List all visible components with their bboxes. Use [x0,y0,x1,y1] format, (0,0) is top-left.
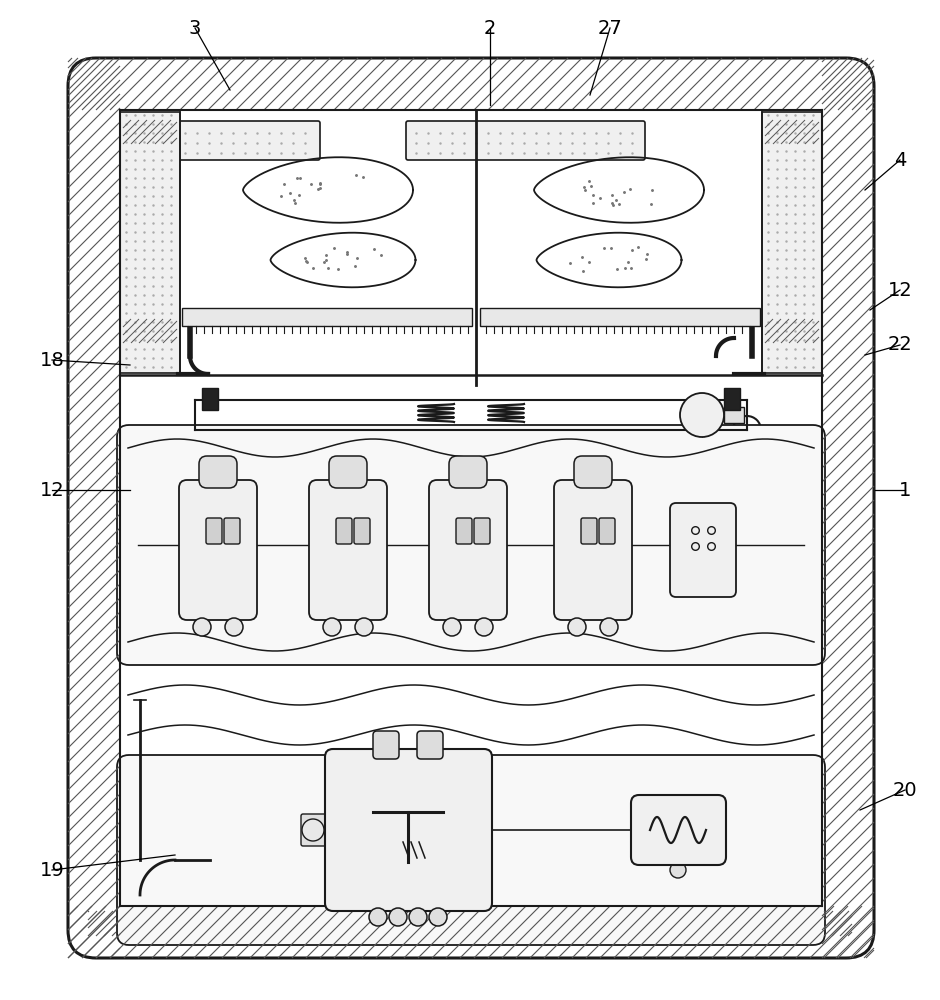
Circle shape [409,908,427,926]
FancyBboxPatch shape [151,121,320,160]
FancyBboxPatch shape [670,503,736,597]
Bar [120,112,180,373]
Circle shape [670,862,686,878]
Circle shape [225,618,243,636]
Circle shape [302,819,324,841]
Text: 22: 22 [887,336,913,355]
FancyBboxPatch shape [456,518,472,544]
Text: 27: 27 [598,18,622,37]
FancyBboxPatch shape [329,456,367,488]
Circle shape [600,618,618,636]
FancyBboxPatch shape [429,480,507,620]
Text: 12: 12 [39,481,64,499]
FancyBboxPatch shape [301,814,331,846]
FancyBboxPatch shape [554,480,632,620]
FancyBboxPatch shape [581,518,597,544]
Bar [202,388,218,410]
FancyBboxPatch shape [68,58,874,958]
Bar [480,308,760,326]
FancyBboxPatch shape [179,480,257,620]
FancyBboxPatch shape [199,456,237,488]
FancyBboxPatch shape [117,425,825,665]
Text: 4: 4 [894,150,906,169]
FancyBboxPatch shape [631,795,726,865]
Text: 19: 19 [39,860,64,880]
FancyBboxPatch shape [117,755,825,945]
Circle shape [369,908,387,926]
Text: 18: 18 [39,351,64,369]
Circle shape [443,618,461,636]
FancyBboxPatch shape [449,456,487,488]
Circle shape [568,618,586,636]
FancyBboxPatch shape [373,731,399,759]
Text: 3: 3 [189,18,201,37]
Bar [724,388,740,410]
Bar [762,112,822,373]
FancyBboxPatch shape [206,518,222,544]
Bar [182,308,472,326]
FancyBboxPatch shape [474,518,490,544]
Text: 1: 1 [899,481,911,499]
Circle shape [429,908,447,926]
Text: 20: 20 [893,780,917,800]
FancyBboxPatch shape [417,731,443,759]
Circle shape [389,908,407,926]
FancyBboxPatch shape [325,749,492,911]
Circle shape [680,393,724,437]
FancyBboxPatch shape [354,518,370,544]
FancyBboxPatch shape [224,518,240,544]
FancyBboxPatch shape [309,480,387,620]
FancyBboxPatch shape [574,456,612,488]
Circle shape [323,618,341,636]
Text: 12: 12 [887,280,913,300]
Circle shape [475,618,493,636]
FancyBboxPatch shape [336,518,352,544]
FancyBboxPatch shape [406,121,645,160]
Text: 2: 2 [484,18,496,37]
Circle shape [355,618,373,636]
Bar [724,407,744,423]
FancyBboxPatch shape [599,518,615,544]
Circle shape [193,618,211,636]
